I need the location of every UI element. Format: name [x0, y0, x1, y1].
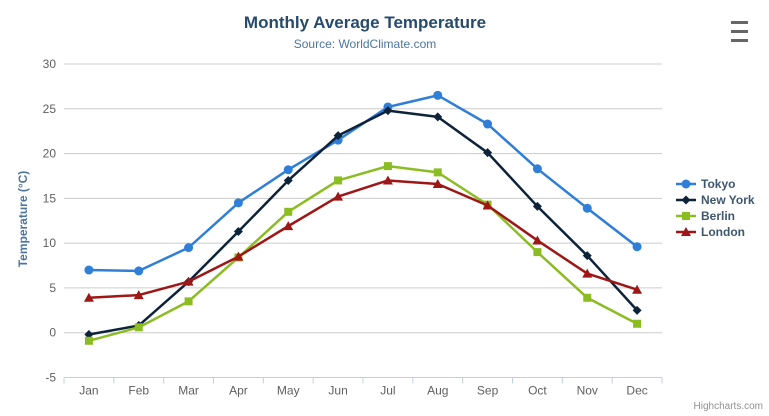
legend: Tokyo New York Berlin London — [676, 176, 755, 240]
x-tick-label: Jul — [380, 384, 395, 398]
square-marker — [433, 168, 442, 177]
circle-marker — [582, 203, 592, 213]
legend-symbol — [676, 212, 696, 220]
series-line — [88, 179, 638, 300]
circle-marker — [433, 90, 443, 100]
triangle-marker — [432, 179, 443, 189]
diamond-marker — [532, 201, 542, 211]
circle-marker — [532, 164, 542, 174]
y-tick-label: 5 — [49, 281, 56, 295]
x-tick-label: Jan — [79, 384, 98, 398]
y-tick-label: 20 — [43, 147, 57, 161]
diamond-marker — [582, 251, 592, 261]
square-marker — [583, 293, 592, 302]
square-marker — [134, 323, 143, 332]
diamond-marker — [333, 131, 343, 141]
triangle-marker — [632, 284, 643, 294]
diamond-marker — [233, 226, 243, 236]
x-tick-label: May — [277, 384, 300, 398]
circle-marker — [184, 243, 194, 253]
circle-marker — [681, 179, 691, 189]
hamburger-icon — [731, 21, 748, 24]
circle-marker — [134, 266, 144, 276]
x-tick-label: Sep — [477, 384, 499, 398]
series-line — [88, 109, 639, 336]
legend-item-london[interactable]: London — [676, 224, 755, 240]
legend-symbol — [676, 179, 696, 189]
diamond-marker — [681, 195, 691, 205]
circle-marker — [283, 165, 293, 175]
diamond-marker — [283, 175, 293, 185]
x-tick-label: Feb — [128, 384, 149, 398]
triangle-marker — [333, 191, 344, 201]
square-marker — [682, 212, 690, 220]
square-marker — [334, 176, 343, 185]
y-tick-label: 30 — [43, 57, 57, 71]
circle-marker — [632, 242, 642, 252]
square-marker — [383, 162, 392, 171]
diamond-marker — [483, 148, 493, 158]
triangle-marker — [582, 268, 593, 278]
triangle-marker — [183, 276, 194, 286]
legend-label: New York — [701, 193, 755, 207]
legend-label: London — [701, 225, 745, 239]
y-tick-label: 25 — [43, 102, 57, 116]
circle-marker — [483, 119, 493, 129]
circle-marker — [233, 198, 243, 208]
triangle-marker — [482, 200, 493, 210]
series-line — [88, 164, 638, 342]
legend-item-tokyo[interactable]: Tokyo — [676, 176, 755, 192]
credits-link[interactable]: Highcharts.com — [693, 401, 763, 412]
legend-label: Berlin — [701, 209, 736, 223]
y-tick-label: 10 — [43, 236, 57, 250]
square-marker — [633, 319, 642, 328]
series-london[interactable] — [83, 175, 643, 302]
diamond-marker — [383, 106, 393, 116]
legend-item-berlin[interactable]: Berlin — [676, 208, 755, 224]
x-tick-label: Aug — [427, 384, 448, 398]
diamond-marker — [433, 112, 443, 122]
x-tick-label: Jun — [328, 384, 347, 398]
series-tokyo[interactable] — [84, 90, 642, 276]
context-menu-button[interactable] — [731, 21, 750, 42]
hamburger-icon — [731, 30, 748, 33]
x-tick-label: Dec — [626, 384, 647, 398]
triangle-marker — [382, 175, 393, 185]
series-new-york[interactable] — [84, 106, 642, 340]
legend-item-new-york[interactable]: New York — [676, 192, 755, 208]
triangle-marker — [283, 221, 294, 231]
hamburger-icon — [731, 39, 748, 42]
square-marker — [533, 248, 542, 257]
x-tick-label: Nov — [577, 384, 598, 398]
y-tick-label: 0 — [49, 326, 56, 340]
triangle-marker — [233, 251, 244, 261]
legend-label: Tokyo — [701, 177, 736, 191]
legend-symbol — [676, 195, 696, 205]
triangle-marker — [681, 227, 691, 236]
square-marker — [84, 336, 93, 345]
x-tick-label: Mar — [178, 384, 199, 398]
triangle-marker — [133, 290, 144, 300]
x-tick-label: Apr — [229, 384, 248, 398]
square-marker — [184, 297, 193, 306]
diamond-marker — [632, 305, 642, 315]
triangle-marker — [83, 292, 94, 302]
square-marker — [284, 207, 293, 216]
y-tick-label: 15 — [43, 191, 57, 205]
series-line — [88, 94, 638, 273]
x-tick-label: Oct — [528, 384, 547, 398]
chart-title: Monthly Average Temperature — [243, 13, 487, 32]
legend-symbol — [676, 227, 696, 236]
y-tick-label: -5 — [45, 371, 56, 385]
chart-subtitle: Source: WorldClimate.com — [293, 37, 437, 51]
triangle-marker — [532, 235, 543, 245]
circle-marker — [84, 265, 94, 275]
y-axis-title: Temperature (°C) — [16, 170, 30, 268]
diamond-marker — [84, 330, 94, 340]
